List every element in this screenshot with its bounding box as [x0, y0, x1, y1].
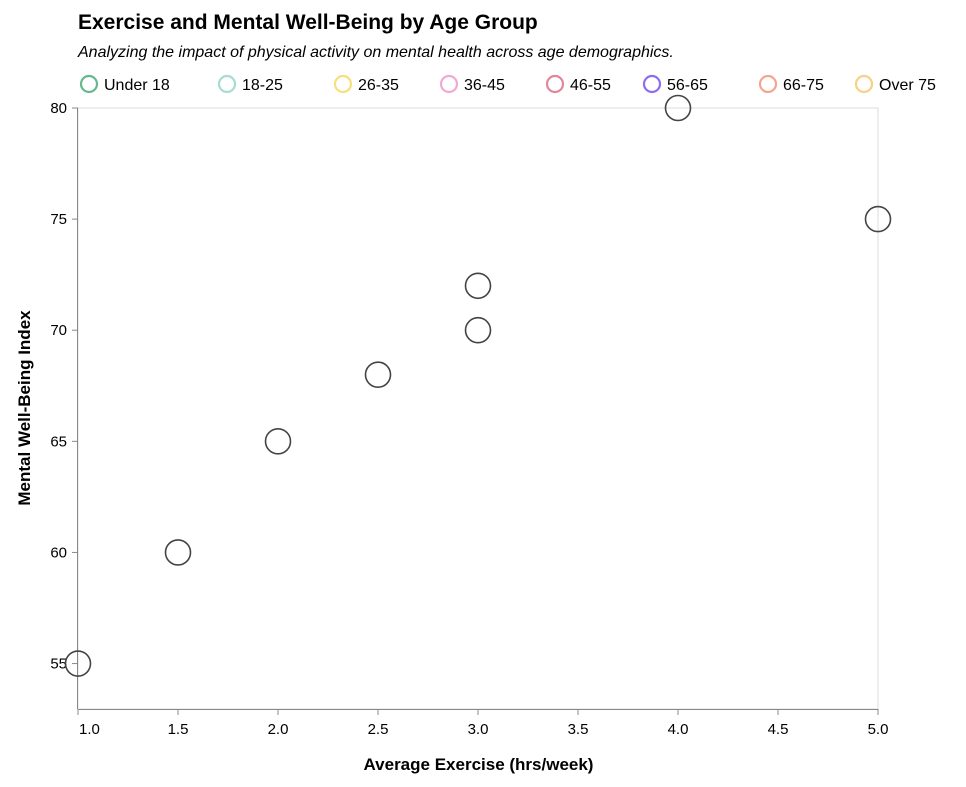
legend-label: Under 18: [104, 77, 170, 94]
legend-symbol: [545, 74, 565, 94]
data-point: [464, 272, 492, 300]
chart-subtitle: Analyzing the impact of physical activit…: [77, 44, 674, 61]
y-tick-label: 60: [50, 544, 67, 561]
legend-symbol: [333, 74, 353, 94]
x-tick-label: 4.5: [768, 721, 789, 738]
legend-item: Under 18: [79, 74, 170, 94]
legend-label: 56-65: [667, 77, 708, 94]
data-point: [264, 428, 292, 455]
legend-symbol: [642, 74, 662, 94]
legend-item: 36-45: [439, 74, 505, 94]
data-point: [464, 316, 492, 344]
legend-label: Over 75: [879, 77, 936, 94]
data-point: [64, 650, 92, 677]
y-axis-title: Mental Well-Being Index: [15, 310, 34, 506]
data-point: [164, 539, 192, 566]
legend-symbol: [854, 74, 874, 94]
legend-label: 36-45: [464, 77, 505, 94]
y-tick-label: 70: [50, 322, 67, 339]
data-point: [664, 94, 692, 122]
plot-frame: [77, 107, 879, 710]
x-tick-label: 1.0: [79, 721, 100, 738]
plot-border: [77, 107, 879, 710]
data-point: [364, 361, 392, 388]
legend-label: 26-35: [358, 77, 399, 94]
x-axis: 1.0 1.5 2.0 2.5 3.0 3.5 4.0 4.5 5.0: [77, 709, 889, 738]
legend-symbol: [439, 74, 459, 94]
legend-item: 66-75: [758, 74, 824, 94]
legend-label: 18-25: [242, 77, 283, 94]
x-tick-label: 5.0: [868, 721, 889, 738]
data-point: [864, 205, 892, 233]
y-axis: 55 60 65 70 75 80: [50, 100, 78, 709]
x-tick-label: 3.5: [568, 721, 589, 738]
legend-item: Over 75: [854, 74, 936, 94]
x-tick-label: 2.5: [368, 721, 389, 738]
legend-symbol: [758, 74, 778, 94]
legend-symbol: [79, 74, 99, 94]
y-tick-label: 80: [50, 100, 67, 117]
legend-item: 56-65: [642, 74, 708, 94]
x-tick-label: 3.0: [468, 721, 489, 738]
x-tick-label: 4.0: [668, 721, 689, 738]
data-points: [64, 94, 892, 677]
legend-item: 18-25: [217, 74, 283, 94]
legend-label: 46-55: [570, 77, 611, 94]
y-tick-label: 75: [50, 211, 67, 228]
x-tick-label: 2.0: [268, 721, 289, 738]
y-tick-label: 65: [50, 433, 67, 450]
legend-item: 46-55: [545, 74, 611, 94]
legend: Under 18 18-25 26-35 36-45 46-55 56-65 66-75 Ov…: [79, 74, 936, 94]
legend-label: 66-75: [783, 77, 824, 94]
y-tick-label: 55: [50, 656, 67, 673]
legend-item: 26-35: [333, 74, 399, 94]
legend-symbol: [217, 74, 237, 94]
chart-title: Exercise and Mental Well-Being by Age Gr…: [78, 11, 538, 34]
x-axis-title: Average Exercise (hrs/week): [364, 755, 594, 774]
x-tick-label: 1.5: [168, 721, 189, 738]
